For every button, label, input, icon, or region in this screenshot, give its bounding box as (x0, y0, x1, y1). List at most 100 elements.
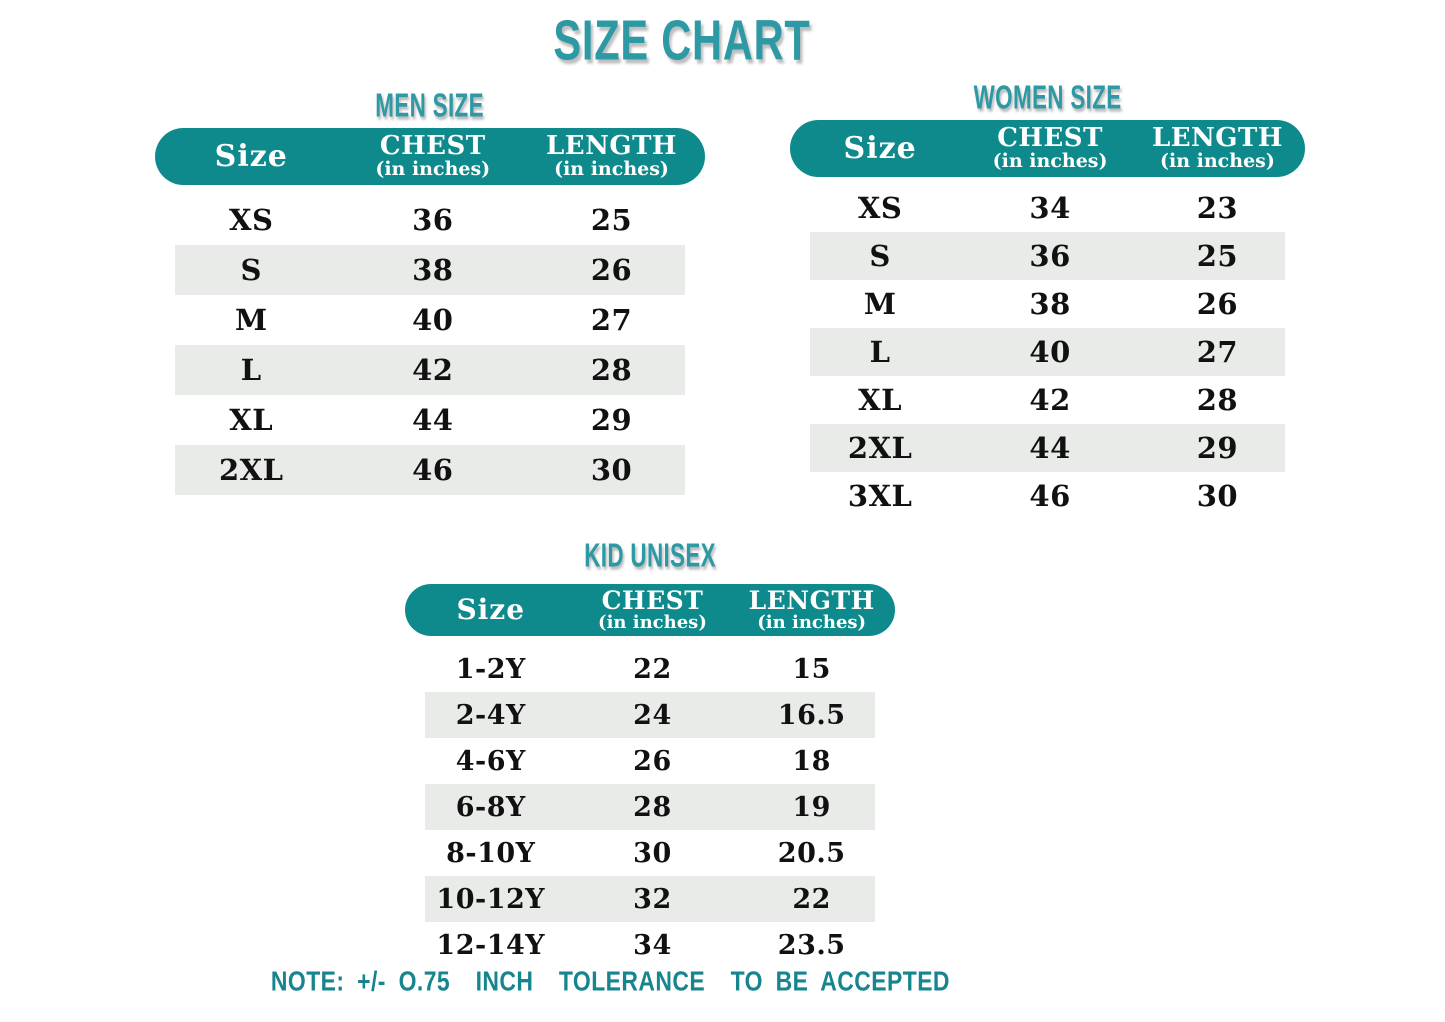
table-cell: 30 (590, 453, 633, 487)
tolerance-note: NOTE: +/- O.75 INCH TOLERANCE TO BE ACCE… (270, 966, 950, 997)
table-cell: 2-4Y (455, 699, 526, 731)
column-sublabel: (in inches) (598, 611, 707, 633)
table-row: 12-14Y 34 23.5 (405, 922, 895, 968)
table-cell: L (240, 353, 262, 387)
table-row: XS 36 25 (155, 195, 705, 245)
column-sublabel: (in inches) (757, 611, 867, 633)
table-row: L 42 28 (155, 345, 705, 395)
table-row: 1-2Y 22 15 (405, 646, 895, 692)
table-cell: L (869, 335, 891, 369)
table-cell: 25 (1196, 239, 1239, 273)
table-row: 2XL 44 29 (790, 424, 1305, 472)
table-cell: 3XL (847, 479, 913, 513)
men-header-cell-length: LENGTH (in inches) (518, 133, 705, 180)
table-cell: 46 (1029, 479, 1071, 513)
kid-header-cell-size: Size (405, 595, 577, 624)
table-cell: 27 (590, 303, 633, 337)
table-cell: 26 (1196, 287, 1239, 321)
table-cell: 30 (1196, 479, 1239, 513)
table-cell: 36 (412, 203, 454, 237)
men-table-rows: XS 36 25 S 38 26 M 40 27 L 42 28 XL 44 29 2XL 46 30 (155, 195, 705, 495)
women-header-row: Size CHEST (in inches) LENGTH (in inches… (790, 120, 1305, 177)
kid-unisex-title-wrap: KID UNISEX (405, 536, 895, 574)
table-cell: 24 (633, 699, 672, 731)
table-row: 6-8Y 28 19 (405, 784, 895, 830)
page-title-wrap: SIZE CHART (0, 8, 1364, 73)
table-cell: 28 (1196, 383, 1239, 417)
tolerance-note-wrap: NOTE: +/- O.75 INCH TOLERANCE TO BE ACCE… (0, 966, 1220, 997)
table-cell: 26 (633, 745, 672, 777)
column-label: CHEST (997, 123, 1103, 154)
table-cell: 38 (1029, 287, 1071, 321)
table-cell: M (863, 287, 897, 321)
table-cell: XS (229, 203, 274, 237)
table-cell: 42 (1029, 383, 1071, 417)
table-row: XL 42 28 (790, 376, 1305, 424)
table-cell: XS (857, 191, 903, 225)
table-cell: 8-10Y (446, 837, 536, 869)
table-cell: 20.5 (777, 837, 846, 869)
table-cell: 29 (590, 403, 633, 437)
column-label: LENGTH (1151, 123, 1283, 154)
kid-unisex-table: KID UNISEX Size CHEST (in inches) LENGTH… (405, 536, 895, 968)
women-header-cell-chest: CHEST (in inches) (970, 125, 1130, 172)
men-header-cell-chest: CHEST (in inches) (348, 133, 519, 180)
table-cell: 30 (633, 837, 672, 869)
men-header-cell-size: Size (155, 141, 348, 172)
column-sublabel: (in inches) (1160, 150, 1275, 173)
women-header-cell-length: LENGTH (in inches) (1130, 125, 1305, 172)
table-cell: 15 (792, 653, 831, 685)
column-label: Size (214, 138, 288, 174)
women-header-cell-size: Size (790, 133, 970, 164)
table-cell: 2XL (218, 453, 284, 487)
table-cell: 19 (792, 791, 831, 823)
table-cell: 28 (633, 791, 672, 823)
table-cell: 40 (1029, 335, 1071, 369)
table-cell: 1-2Y (455, 653, 526, 685)
column-sublabel: (in inches) (375, 158, 491, 181)
table-cell: M (234, 303, 268, 337)
table-cell: 34 (633, 929, 672, 961)
table-row: 3XL 46 30 (790, 472, 1305, 520)
table-cell: 44 (1029, 431, 1071, 465)
table-cell: 22 (633, 653, 672, 685)
table-cell: 46 (412, 453, 454, 487)
women-size-table: WOMEN SIZE Size CHEST (in inches) LENGTH… (790, 78, 1305, 520)
table-cell: XL (858, 383, 903, 417)
column-label: LENGTH (546, 131, 677, 162)
table-cell: 4-6Y (455, 745, 526, 777)
table-cell: 26 (590, 253, 633, 287)
table-row: 4-6Y 26 18 (405, 738, 895, 784)
men-size-table: MEN SIZE Size CHEST (in inches) LENGTH (… (155, 86, 705, 495)
column-label: CHEST (379, 131, 486, 162)
table-cell: 10-12Y (436, 883, 546, 915)
women-size-title-wrap: WOMEN SIZE (790, 78, 1305, 116)
table-cell: 32 (633, 883, 672, 915)
table-row: 8-10Y 30 20.5 (405, 830, 895, 876)
table-cell: 23.5 (777, 929, 846, 961)
page-title: SIZE CHART (553, 9, 811, 73)
kid-table-rows: 1-2Y 22 15 2-4Y 24 16.5 4-6Y 26 18 6-8Y 28 19 8-10Y 3… (405, 646, 895, 968)
men-header-row: Size CHEST (in inches) LENGTH (in inches… (155, 128, 705, 185)
table-row: 10-12Y 32 22 (405, 876, 895, 922)
column-label: LENGTH (748, 585, 875, 615)
table-cell: S (869, 239, 891, 273)
table-row: 2-4Y 24 16.5 (405, 692, 895, 738)
table-cell: 34 (1029, 191, 1071, 225)
table-cell: 40 (412, 303, 454, 337)
table-row: S 38 26 (155, 245, 705, 295)
table-row: M 38 26 (790, 280, 1305, 328)
table-cell: 29 (1196, 431, 1239, 465)
table-cell: 28 (590, 353, 633, 387)
kid-header-cell-length: LENGTH (in inches) (728, 585, 895, 633)
table-row: S 36 25 (790, 232, 1305, 280)
table-cell: 38 (412, 253, 454, 287)
table-row: M 40 27 (155, 295, 705, 345)
table-row: L 40 27 (790, 328, 1305, 376)
table-cell: 23 (1196, 191, 1239, 225)
table-row: XL 44 29 (155, 395, 705, 445)
table-cell: 2XL (847, 431, 913, 465)
table-cell: 16.5 (777, 699, 846, 731)
table-cell: 18 (792, 745, 831, 777)
